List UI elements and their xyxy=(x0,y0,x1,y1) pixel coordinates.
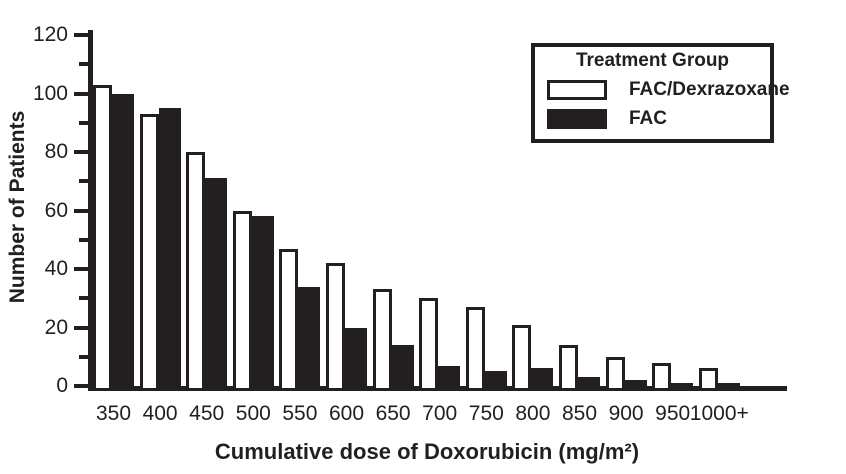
y-minor-tick xyxy=(79,179,89,184)
bar-fac-dexrazoxane xyxy=(93,84,112,391)
bar-fac xyxy=(438,365,461,391)
bar-fac-dexrazoxane xyxy=(512,324,532,391)
bar-fac xyxy=(251,216,274,391)
x-tick-label: 850 xyxy=(561,402,598,425)
y-major-tick xyxy=(74,208,89,213)
bar-fac-dexrazoxane xyxy=(698,368,718,391)
bar-fac xyxy=(624,380,647,391)
legend: Treatment Group FAC/Dexrazoxane FAC xyxy=(531,43,790,143)
y-tick-label: 20 xyxy=(44,315,68,339)
y-major-tick xyxy=(74,33,89,37)
x-axis-title: Cumulative dose of Doxorubicin (mg/m²) xyxy=(214,439,640,464)
legend-title: Treatment Group xyxy=(575,50,730,71)
bar-fac xyxy=(391,345,414,391)
y-tick-label: 40 xyxy=(44,257,68,280)
bar-fac-dexrazoxane xyxy=(419,298,439,391)
y-major-tick xyxy=(74,91,89,96)
x-tick-label: 550 xyxy=(282,402,318,425)
legend-swatch-solid-icon xyxy=(547,108,607,129)
y-tick-label: 0 xyxy=(56,374,68,397)
x-tick-label: 750 xyxy=(468,402,504,425)
bar-fac xyxy=(205,178,228,391)
bar-fac-dexrazoxane xyxy=(326,263,345,391)
y-minor-tick xyxy=(79,62,89,67)
x-tick-label: 400 xyxy=(142,402,178,425)
bar-fac-dexrazoxane xyxy=(559,345,578,391)
bar-fac xyxy=(298,286,321,391)
bar-fac-dexrazoxane xyxy=(139,113,159,391)
legend-item-fac: FAC xyxy=(547,107,770,130)
x-tick-label: 900 xyxy=(608,402,644,425)
x-tick-label: 650 xyxy=(375,402,411,425)
y-minor-tick xyxy=(79,120,89,125)
bar-fac xyxy=(158,108,181,391)
legend-label: FAC/Dexrazoxane xyxy=(629,78,790,100)
bar-fac xyxy=(578,377,600,391)
y-tick-label: 60 xyxy=(44,198,68,222)
x-tick-label: 500 xyxy=(235,402,271,425)
bar-fac-dexrazoxane xyxy=(372,289,392,391)
y-major-tick xyxy=(74,267,89,271)
y-axis-line xyxy=(88,30,93,391)
legend-label: FAC xyxy=(629,107,667,129)
bar-fac xyxy=(671,383,694,391)
bar-fac xyxy=(345,327,367,391)
x-tick-label: 450 xyxy=(189,402,225,425)
x-tick-label: 350 xyxy=(95,402,132,425)
bar-fac-dexrazoxane xyxy=(232,210,252,391)
x-tick-label: 700 xyxy=(422,402,458,425)
y-minor-tick xyxy=(79,296,89,301)
y-major-tick xyxy=(74,325,89,330)
y-tick-label: 80 xyxy=(44,140,68,163)
x-tick-label: 950 xyxy=(655,402,691,425)
bar-fac-dexrazoxane xyxy=(605,356,625,391)
bar-fac-dexrazoxane xyxy=(652,362,672,391)
legend-item-fac-dexrazoxane: FAC/Dexrazoxane xyxy=(547,78,790,101)
x-tick-label: 1000+ xyxy=(689,402,749,425)
legend-swatch-open-icon xyxy=(547,79,607,100)
bar-fac-dexrazoxane xyxy=(465,307,485,391)
bar-fac xyxy=(484,371,507,391)
y-minor-tick xyxy=(79,237,89,242)
y-tick-label: 100 xyxy=(32,81,68,105)
y-tick-label: 120 xyxy=(32,23,68,46)
x-tick-label: 800 xyxy=(515,402,551,425)
y-major-tick xyxy=(74,150,89,154)
y-axis-title: Number of Patients xyxy=(6,110,29,304)
bar-fac xyxy=(531,368,554,391)
bar-fac xyxy=(112,93,134,391)
y-major-tick xyxy=(74,384,89,388)
bar-fac-dexrazoxane xyxy=(186,152,206,391)
bar-fac-dexrazoxane xyxy=(279,248,299,391)
x-tick-label: 600 xyxy=(328,402,365,425)
bar-fac xyxy=(717,383,740,391)
y-minor-tick xyxy=(79,354,89,359)
